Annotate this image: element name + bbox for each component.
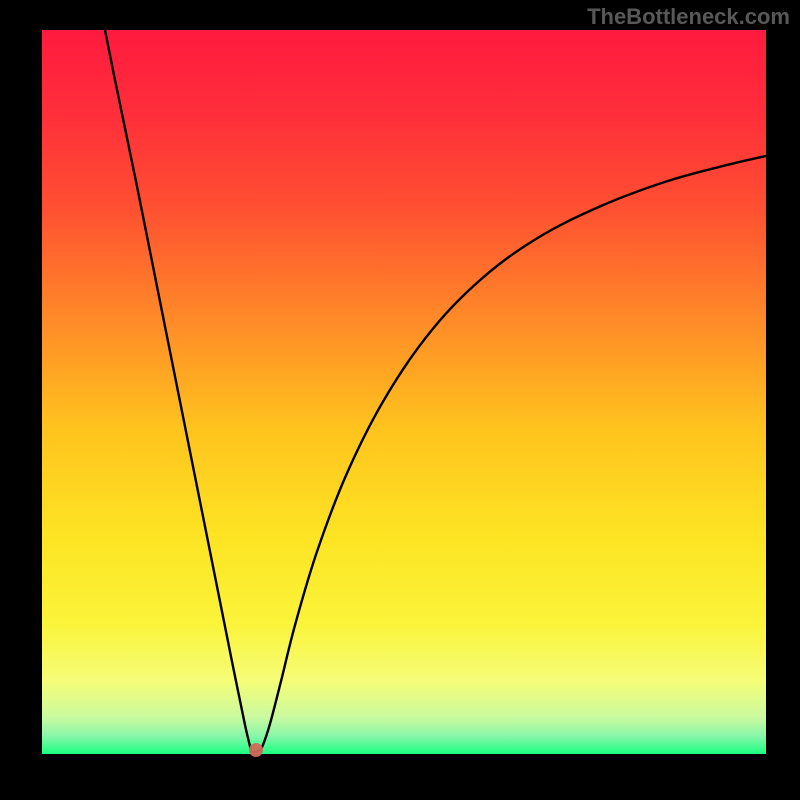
chart-svg (42, 30, 766, 754)
watermark-text: TheBottleneck.com (587, 4, 790, 30)
bottleneck-curve (105, 30, 766, 752)
gradient-background (42, 30, 766, 754)
plot-area (42, 30, 766, 754)
vertex-marker (249, 743, 263, 757)
